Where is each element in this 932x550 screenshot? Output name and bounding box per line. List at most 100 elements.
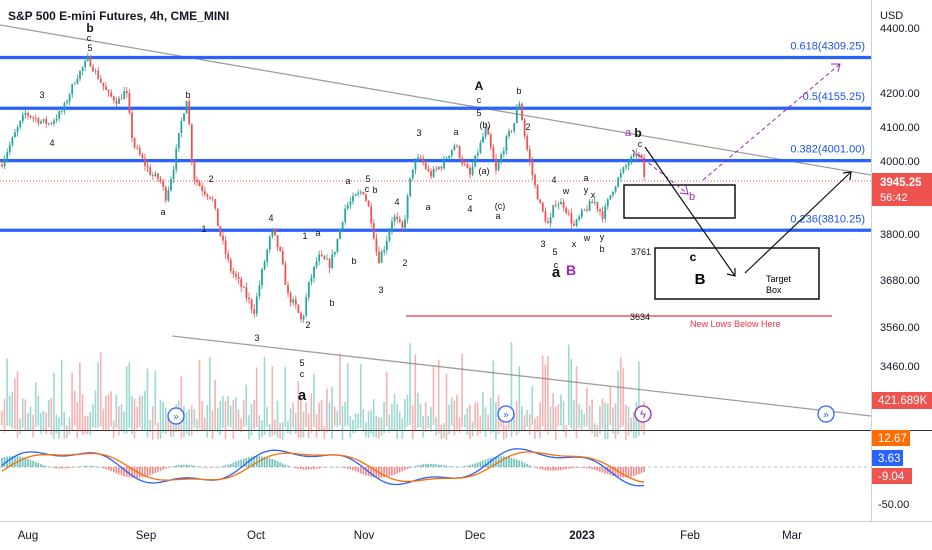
macd-hist-bar (489, 457, 492, 467)
macd-hist-bar (601, 467, 604, 473)
volume-bar (583, 413, 586, 427)
volume-bar (632, 412, 635, 439)
candle (344, 208, 347, 222)
candle (6, 152, 9, 159)
candle (227, 253, 230, 260)
macd-hist-bar (271, 459, 274, 467)
candle (50, 123, 53, 125)
macd-hist-bar (557, 467, 560, 471)
volume-bar (560, 394, 562, 426)
candle (294, 299, 297, 305)
candle (300, 312, 302, 320)
macd-hist-bar (1, 457, 3, 467)
macd-hist-bar (565, 467, 567, 470)
macd-hist-bar (185, 464, 188, 467)
volume-bar (388, 414, 391, 433)
volume-bar (79, 362, 81, 432)
macd-hist-bar (24, 457, 27, 467)
macd-hist-bar (237, 460, 240, 467)
candle (125, 90, 128, 93)
candle (482, 136, 484, 143)
candle (401, 221, 404, 228)
volume-bar (492, 360, 495, 433)
candle (393, 216, 396, 222)
macd-hist-bar (617, 467, 619, 478)
candle (14, 132, 16, 138)
wave-label: c (87, 33, 92, 43)
volume-bar (224, 400, 227, 439)
wave-label: a (552, 264, 561, 281)
candle (167, 190, 170, 201)
candle (362, 191, 365, 195)
macd-hist-bar (170, 466, 172, 468)
candle (378, 251, 380, 263)
candle (534, 175, 536, 186)
candle (448, 155, 451, 159)
macd-hist-bar (588, 467, 591, 469)
candle (3, 158, 6, 167)
candle (8, 144, 11, 153)
macd-hist-bar (55, 467, 58, 469)
macd-hist-bar (586, 467, 588, 469)
macd-hist-bar (599, 467, 601, 472)
macd-hist-bar (302, 467, 305, 470)
macd-hist-bar (417, 465, 419, 467)
macd-hist-bar (198, 466, 201, 468)
macd-hist-bar (289, 466, 292, 468)
candle (487, 127, 490, 135)
candle (73, 83, 76, 85)
last-price-badge: 3945.25 56:42 (872, 173, 932, 206)
volume-bar (258, 415, 261, 440)
volume-bar (172, 423, 175, 437)
volume-bar (287, 420, 289, 434)
volume-bar (8, 395, 11, 427)
volume-bar (115, 394, 118, 428)
volume-bar (328, 402, 331, 430)
macd-hist-bar (526, 464, 528, 467)
candle (133, 138, 136, 148)
volume-bar (453, 400, 456, 436)
macd-hist-bar (115, 467, 118, 474)
volume-bar (427, 416, 430, 429)
volume-bar (86, 415, 89, 435)
candle (185, 101, 188, 114)
target-label-box: Box (766, 285, 782, 295)
candle (162, 180, 165, 187)
macd-hist-bar (27, 458, 29, 467)
volume-bar (476, 402, 479, 436)
macd-hist-bar (352, 467, 354, 471)
candle (315, 261, 318, 267)
wave-label: c (300, 369, 305, 379)
candle (281, 250, 284, 265)
macd-hist-bar (162, 467, 164, 470)
candle (279, 247, 282, 251)
volume-bar (105, 395, 107, 432)
volume-bar (99, 352, 102, 427)
volume-bar (422, 415, 424, 438)
macd-hist-bar (547, 467, 549, 471)
macd-hist-bar (151, 467, 154, 475)
replay-icons[interactable]: » » ϟ » (167, 405, 835, 425)
level-3761-label: 3761 (631, 247, 651, 257)
candle (484, 127, 487, 137)
volume-bar (549, 406, 552, 430)
volume-bar (307, 413, 310, 439)
candle (102, 82, 105, 87)
candle (435, 168, 438, 170)
candle (313, 266, 315, 279)
candle (287, 284, 289, 293)
wave-label: 4 (268, 213, 273, 223)
macd-hist-bar (89, 465, 92, 467)
macd-hist-bar (172, 466, 175, 467)
candle (320, 254, 323, 256)
price-tick-label: 4100.00 (880, 122, 920, 134)
macd-hist-bar (99, 467, 102, 468)
candle (92, 66, 94, 72)
volume-bar (539, 402, 541, 438)
volume-bar (479, 415, 482, 434)
volume-bar (47, 400, 50, 428)
volume-bar (445, 374, 448, 440)
macd-hist-bar (354, 467, 357, 472)
volume-bar (138, 395, 141, 428)
